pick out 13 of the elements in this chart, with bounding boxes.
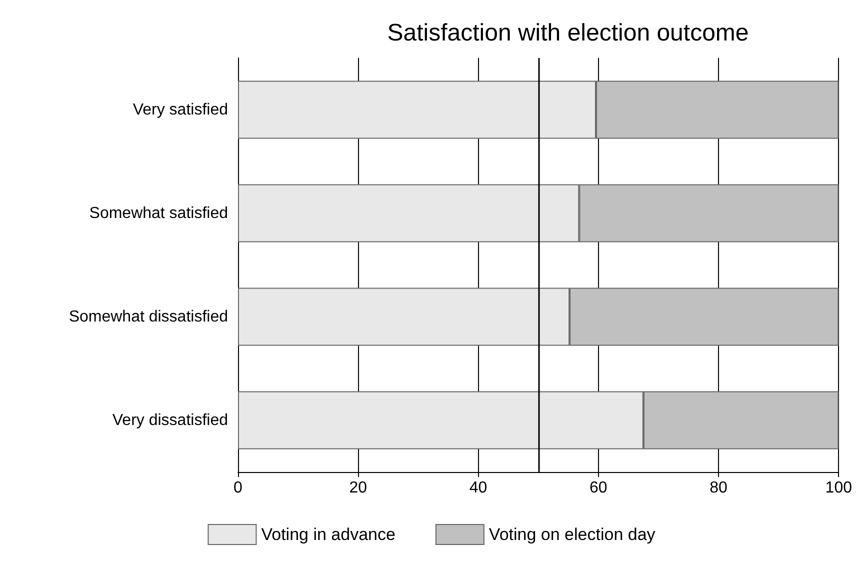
legend-label: Voting in advance — [261, 525, 396, 544]
x-tick-label: 0 — [234, 480, 243, 496]
x-tick-label: 80 — [710, 480, 728, 496]
x-tick-label: 20 — [349, 480, 368, 496]
y-tick-label: Somewhat satisfied — [89, 204, 228, 222]
legend-label: Voting on election day — [488, 525, 656, 544]
y-tick-label: Somewhat dissatisfied — [68, 308, 228, 326]
x-tick-label: 100 — [825, 480, 852, 496]
y-tick-label: Very dissatisfied — [112, 412, 228, 429]
y-tick-label: Very satisfied — [132, 101, 228, 118]
x-tick-label: 40 — [469, 480, 488, 496]
chart-title: Satisfaction with election outcome — [387, 20, 749, 46]
x-tick-label: 60 — [589, 480, 608, 496]
